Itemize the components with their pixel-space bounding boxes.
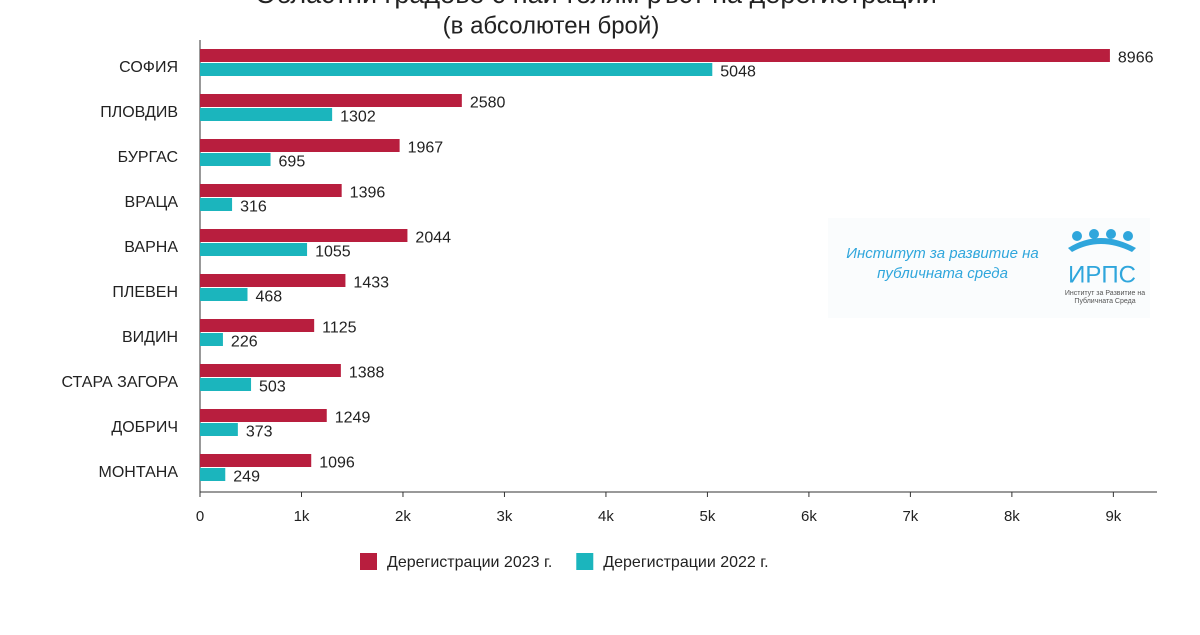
bar [200, 468, 226, 481]
y-tick-label: ПЛОВДИВ [100, 104, 178, 121]
y-tick-label: ВИДИН [122, 329, 178, 346]
x-tick-label: 0 [196, 508, 204, 525]
logo: Институт за развитие на публичната среда… [828, 218, 1150, 318]
legend-label: Дерегистрации 2023 г. [387, 554, 552, 571]
y-tick-label: СОФИЯ [119, 59, 178, 76]
data-label: 1249 [335, 410, 371, 427]
x-tick-label: 8k [1004, 508, 1020, 525]
data-label: 316 [240, 199, 267, 216]
bar [200, 288, 248, 301]
data-label: 1055 [315, 244, 351, 261]
bar [200, 333, 223, 346]
data-label: 1096 [319, 455, 355, 472]
legend-label: Дерегистрации 2022 г. [603, 554, 768, 571]
y-tick-label: ВАРНА [124, 239, 178, 256]
data-label: 1302 [340, 109, 376, 126]
x-tick-label: 2k [395, 508, 411, 525]
logo-text: Институт за развитие на публичната среда [846, 245, 1039, 282]
bar [200, 198, 233, 211]
logo-small: Институт за Развитие на Публичната Среда [1064, 290, 1146, 305]
bar [200, 378, 252, 391]
bar [200, 423, 238, 436]
data-label: 1125 [322, 320, 357, 337]
x-tick-label: 3k [497, 508, 513, 525]
bar [200, 243, 308, 256]
data-label: 695 [279, 154, 306, 171]
data-label: 5048 [720, 64, 756, 81]
bar [200, 229, 408, 242]
data-label: 1967 [408, 140, 444, 157]
x-tick-label: 4k [598, 508, 614, 525]
bar [200, 153, 271, 166]
y-tick-label: ПЛЕВЕН [112, 284, 178, 301]
data-label: 468 [255, 289, 282, 306]
data-label: 2580 [470, 95, 506, 112]
bar [200, 409, 327, 422]
chart-subtitle: (в абсолютен брой) [443, 12, 660, 39]
legend-swatch [360, 553, 377, 570]
bar [200, 108, 333, 121]
data-label: 226 [231, 334, 258, 351]
x-tick-label: 5k [700, 508, 716, 525]
bar [200, 274, 346, 287]
bar [200, 49, 1110, 62]
x-tick-label: 1k [294, 508, 310, 525]
logo-small-box: Институт за Развитие на Публичната Среда [1064, 290, 1146, 305]
logo-abbr: ИРПС [1068, 261, 1136, 288]
data-label: 8966 [1118, 50, 1154, 67]
bar [200, 184, 342, 197]
data-label: 503 [259, 379, 286, 396]
x-tick-label: 7k [902, 508, 918, 525]
logo-figures [1068, 229, 1136, 252]
data-label: 2044 [415, 230, 451, 247]
data-label: 373 [246, 424, 273, 441]
y-tick-label: БУРГАС [118, 149, 178, 166]
data-label: 1396 [350, 185, 386, 202]
data-label: 1388 [349, 365, 385, 382]
bar [200, 63, 713, 76]
y-tick-label: МОНТАНА [99, 464, 179, 481]
bar [200, 94, 462, 107]
y-tick-label: ВРАЦА [125, 194, 179, 211]
x-tick-label: 9k [1105, 508, 1121, 525]
x-tick-label: 6k [801, 508, 817, 525]
bar [200, 454, 312, 467]
bar [200, 319, 315, 332]
chart-title: Областни градове с най-голям ръст на дер… [255, 0, 937, 9]
bar [200, 364, 341, 377]
legend-swatch [576, 553, 594, 570]
y-tick-label: ДОБРИЧ [111, 419, 178, 436]
data-label: 249 [233, 469, 260, 486]
logo-text-box: Институт за развитие на публичната среда [846, 245, 1039, 282]
data-label: 1433 [353, 275, 389, 292]
y-tick-label: СТАРА ЗАГОРА [62, 374, 179, 391]
bar [200, 139, 400, 152]
